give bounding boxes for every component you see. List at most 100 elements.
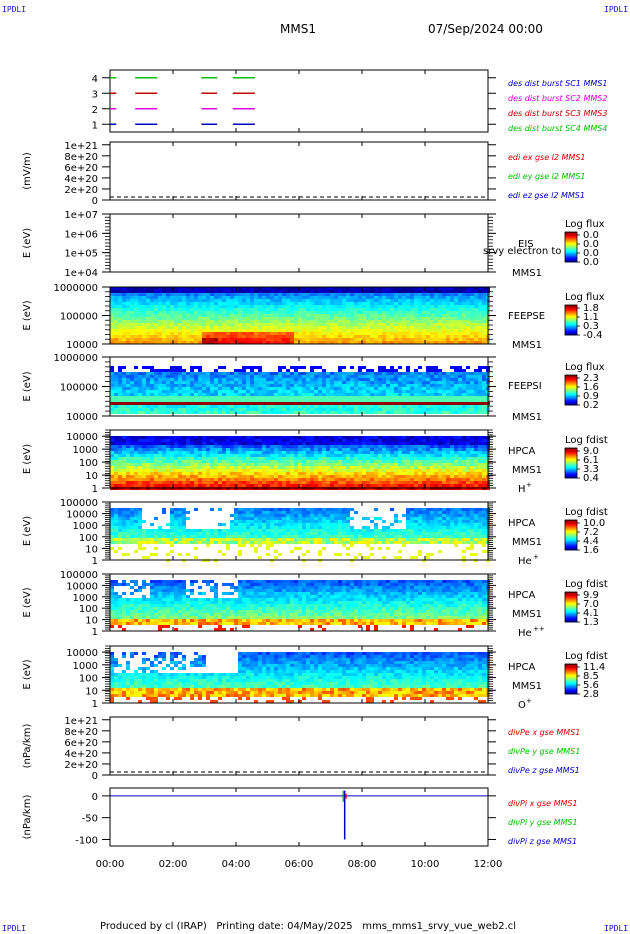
heatmap-cell [294, 287, 298, 290]
heatmap-cell [110, 369, 114, 372]
heatmap-cell [442, 311, 446, 314]
heatmap-cell [374, 308, 378, 311]
heatmap-cell [306, 399, 310, 402]
heatmap-cell [258, 302, 262, 305]
heatmap-cell [318, 442, 322, 445]
heatmap-cell [362, 305, 366, 308]
heatmap-cell [318, 408, 322, 411]
heatmap-cell [426, 378, 430, 381]
heatmap-cell [434, 375, 438, 378]
heatmap-cell [270, 469, 274, 472]
heatmap-cell [126, 457, 130, 460]
heatmap-cell [338, 384, 342, 387]
heatmap-cell [370, 308, 374, 311]
heatmap-cell [142, 320, 146, 323]
heatmap-cell [270, 448, 274, 451]
heatmap-cell [418, 381, 422, 384]
heatmap-cell [338, 311, 342, 314]
heatmap-cell [358, 472, 362, 475]
heatmap-cell [222, 436, 226, 439]
heatmap-cell [350, 445, 354, 448]
heatmap-cell [362, 320, 366, 323]
heatmap-cell [158, 302, 162, 305]
heatmap-cell [270, 381, 274, 384]
heatmap-cell [186, 411, 190, 414]
heatmap-cell [198, 445, 202, 448]
heatmap-cell [302, 411, 306, 414]
colorbar-cell [565, 397, 577, 399]
heatmap-cell [166, 296, 170, 299]
heatmap-cell [330, 323, 334, 326]
heatmap-cell [366, 472, 370, 475]
heatmap-cell [334, 451, 338, 454]
heatmap-cell [298, 302, 302, 305]
heatmap-cell [362, 311, 366, 314]
heatmap-cell [358, 381, 362, 384]
heatmap-cell [378, 290, 382, 293]
heatmap-cell [442, 387, 446, 390]
heatmap-cell [162, 323, 166, 326]
heatmap-cell [230, 384, 234, 387]
heatmap-cell [294, 299, 298, 302]
heatmap-cell [206, 405, 210, 408]
heatmap-cell [326, 384, 330, 387]
heatmap-cell [162, 463, 166, 466]
heatmap-cell [470, 408, 474, 411]
heatmap-cell [274, 445, 278, 448]
heatmap-cell [266, 484, 270, 487]
heatmap-cell [422, 387, 426, 390]
heatmap-cell [154, 332, 158, 335]
heatmap-cell [238, 408, 242, 411]
heatmap-cell [442, 384, 446, 387]
heatmap-cell [426, 381, 430, 384]
heatmap-cell [474, 399, 478, 402]
heatmap-cell [202, 481, 206, 484]
heatmap-cell [458, 341, 462, 344]
heatmap-cell [238, 375, 242, 378]
heatmap-cell [442, 299, 446, 302]
heatmap-cell [482, 341, 486, 344]
heatmap-cell [242, 341, 246, 344]
heatmap-cell [454, 296, 458, 299]
heatmap-cell [246, 469, 250, 472]
heatmap-cell [330, 290, 334, 293]
heatmap-cell [346, 460, 350, 463]
heatmap-cell [118, 439, 122, 442]
heatmap-cell [382, 445, 386, 448]
heatmap-cell [110, 338, 114, 341]
heatmap-cell [262, 469, 266, 472]
heatmap-cell [134, 332, 138, 335]
heatmap-cell [406, 375, 410, 378]
heatmap-cell [126, 375, 130, 378]
heatmap-cell [234, 329, 238, 332]
heatmap-cell [290, 466, 294, 469]
heatmap-cell [298, 338, 302, 341]
heatmap-cell [454, 329, 458, 332]
heatmap-cell [378, 466, 382, 469]
heatmap-cell [178, 436, 182, 439]
heatmap-cell [446, 402, 450, 405]
heatmap-cell [142, 302, 146, 305]
heatmap-cell [258, 399, 262, 402]
heatmap-cell [298, 469, 302, 472]
heatmap-cell [274, 299, 278, 302]
heatmap-cell [378, 299, 382, 302]
heatmap-cell [174, 472, 178, 475]
heatmap-cell [274, 287, 278, 290]
heatmap-cell [298, 475, 302, 478]
heatmap-cell [138, 384, 142, 387]
heatmap-cell [418, 366, 422, 369]
heatmap-cell [262, 326, 266, 329]
colorbar-tick: 0.9 [583, 391, 599, 402]
heatmap-cell [370, 311, 374, 314]
heatmap-cell [358, 460, 362, 463]
heatmap-cell [394, 314, 398, 317]
heatmap-cell [298, 411, 302, 414]
heatmap-cell [342, 341, 346, 344]
heatmap-cell [122, 469, 126, 472]
heatmap-cell [118, 478, 122, 481]
heatmap-cell [194, 463, 198, 466]
heatmap-cell [310, 408, 314, 411]
heatmap-cell [262, 445, 266, 448]
heatmap-cell [394, 372, 398, 375]
